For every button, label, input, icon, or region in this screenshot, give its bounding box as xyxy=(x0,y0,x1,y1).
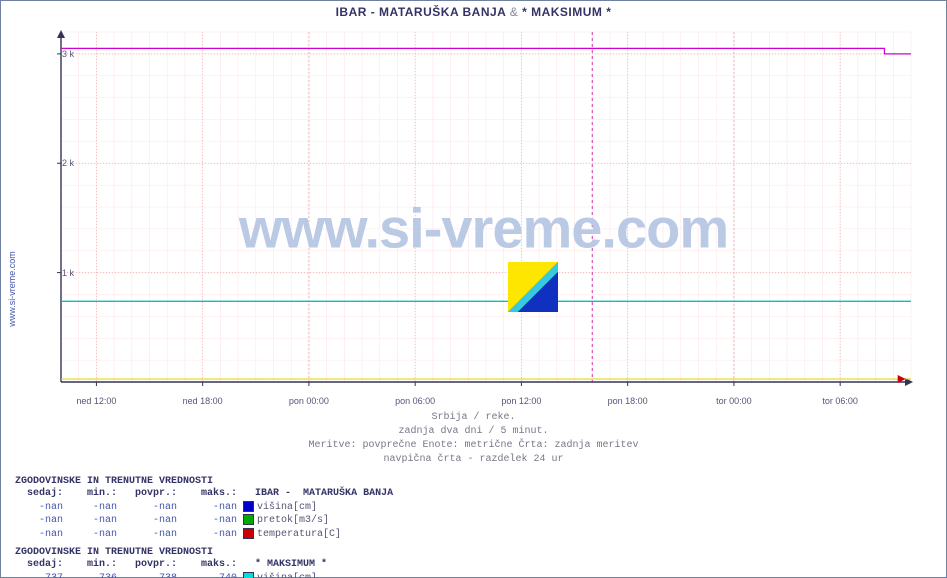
table-1: ZGODOVINSKE IN TRENUTNE VREDNOSTI sedaj:… xyxy=(15,476,393,541)
title-extra: * MAKSIMUM * xyxy=(522,5,611,19)
chart-svg xyxy=(51,27,916,392)
title-station: IBAR - MATARUŠKA BANJA xyxy=(336,5,506,19)
table-row: -nan -nan -nan -nanpretok[m3/s] xyxy=(15,514,393,528)
x-tick-label: pon 06:00 xyxy=(395,396,435,406)
table-title: ZGODOVINSKE IN TRENUTNE VREDNOSTI xyxy=(15,476,393,487)
table-title: ZGODOVINSKE IN TRENUTNE VREDNOSTI xyxy=(15,547,393,558)
caption-line: zadnja dva dni / 5 minut. xyxy=(1,425,946,439)
title-ampersand: & xyxy=(510,5,519,19)
table-header-row: sedaj: min.: povpr.: maks.: IBAR - MATAR… xyxy=(15,487,393,501)
x-tick-label: tor 00:00 xyxy=(716,396,752,406)
table-2: ZGODOVINSKE IN TRENUTNE VREDNOSTI sedaj:… xyxy=(15,547,393,578)
table-station-name: IBAR - MATARUŠKA BANJA xyxy=(255,488,393,499)
caption-line: Meritve: povprečne Enote: metrične Črta:… xyxy=(1,439,946,453)
x-tick-label: pon 12:00 xyxy=(501,396,541,406)
y-tick-label: 3 k xyxy=(38,49,74,59)
series-label: višina[cm] xyxy=(257,573,317,578)
series-label: temperatura[C] xyxy=(257,529,341,540)
series-swatch-icon xyxy=(243,528,254,539)
y-tick-label: 1 k xyxy=(38,268,74,278)
table-header-row: sedaj: min.: povpr.: maks.: * MAKSIMUM * xyxy=(15,558,393,572)
series-label: pretok[m3/s] xyxy=(257,515,329,526)
series-label: višina[cm] xyxy=(257,502,317,513)
data-tables: ZGODOVINSKE IN TRENUTNE VREDNOSTI sedaj:… xyxy=(15,476,393,578)
x-tick-label: pon 00:00 xyxy=(289,396,329,406)
table-row: -nan -nan -nan -nantemperatura[C] xyxy=(15,528,393,542)
y-axis-label-text: www.si-vreme.com xyxy=(7,251,17,327)
x-tick-label: ned 12:00 xyxy=(76,396,116,406)
series-swatch-icon xyxy=(243,501,254,512)
series-swatch-icon xyxy=(243,572,254,578)
caption-line: Srbija / reke. xyxy=(1,411,946,425)
caption-block: Srbija / reke. zadnja dva dni / 5 minut.… xyxy=(1,411,946,467)
table-station-name: * MAKSIMUM * xyxy=(255,559,327,570)
x-tick-label: ned 18:00 xyxy=(183,396,223,406)
chart-title: IBAR - MATARUŠKA BANJA & * MAKSIMUM * xyxy=(1,5,946,19)
y-tick-label: 2 k xyxy=(38,158,74,168)
chart-card: IBAR - MATARUŠKA BANJA & * MAKSIMUM * ww… xyxy=(0,0,947,578)
x-tick-label: pon 18:00 xyxy=(608,396,648,406)
plot-area: www.si-vreme.com xyxy=(51,27,916,392)
table-row: 737 736 738 740višina[cm] xyxy=(15,572,393,578)
series-swatch-icon xyxy=(243,514,254,525)
x-tick-label: tor 06:00 xyxy=(822,396,858,406)
caption-line: navpična črta - razdelek 24 ur xyxy=(1,453,946,467)
table-row: -nan -nan -nan -nanvišina[cm] xyxy=(15,501,393,515)
